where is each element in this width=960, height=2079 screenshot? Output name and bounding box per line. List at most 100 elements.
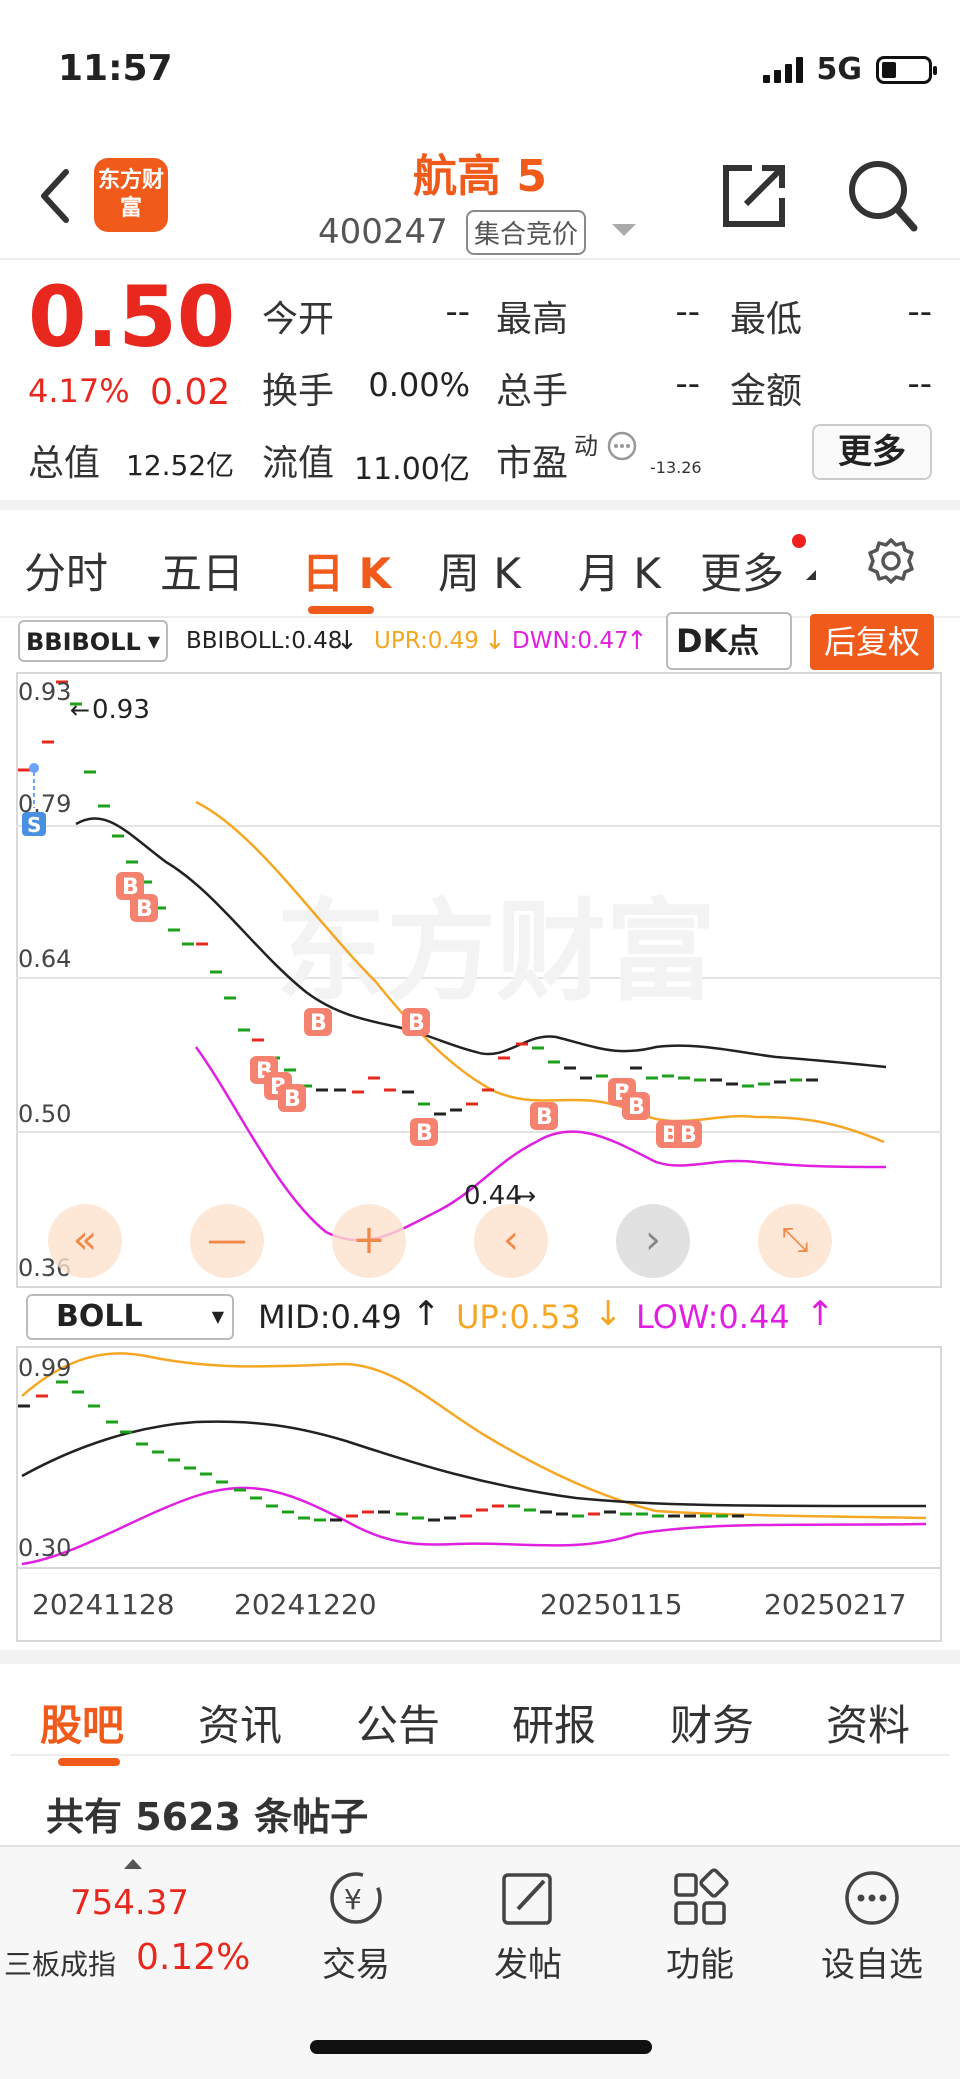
post-label: 发帖	[494, 1945, 562, 1985]
low-value: --	[907, 292, 932, 332]
amount-value: --	[907, 364, 932, 404]
tab-profile[interactable]: 资料	[826, 1701, 911, 1750]
x-label-1: 20241220	[234, 1588, 377, 1621]
share-icon[interactable]	[718, 160, 790, 232]
home-indicator	[310, 2040, 652, 2054]
upr-value: UPR:0.49	[374, 628, 479, 654]
status-indicators: 5G	[762, 52, 937, 87]
last-price: 0.50	[28, 268, 236, 366]
trading-phase-tag[interactable]: 集合竞价	[466, 210, 587, 255]
boll-chart[interactable]: 0.99 0.30 20241128 20241220 20250115 202…	[16, 1346, 942, 1642]
change-value: 0.02	[150, 372, 231, 413]
trade-icon: ¥	[330, 1872, 382, 1924]
high-arrow-icon: ←	[70, 696, 90, 724]
more-icon	[845, 1871, 899, 1925]
divider	[10, 1754, 950, 1756]
zoom-out-button[interactable]: —	[190, 1204, 264, 1278]
scroll-left-button[interactable]: ‹	[474, 1204, 548, 1278]
turnover-value: 0.00%	[368, 366, 470, 404]
post-button[interactable]: 发帖	[468, 1867, 588, 1986]
tab-weekly-k[interactable]: 周 K	[438, 549, 521, 598]
down-arrow-icon: ↓	[594, 1294, 623, 1334]
tab-monthly-k[interactable]: 月 K	[578, 549, 661, 598]
index-name: 三板成指	[4, 1948, 117, 1981]
tab-more[interactable]: 更多	[700, 549, 785, 598]
float-value-label: 流值	[262, 443, 335, 484]
amount-label: 金额	[730, 371, 803, 412]
edit-icon	[502, 1873, 552, 1925]
lower-band-line	[194, 1046, 887, 1242]
sub-indicator-name: BOLL	[56, 1299, 143, 1334]
sub-y-label-1: 0.30	[18, 1534, 71, 1562]
add-watchlist-button[interactable]: 设自选	[812, 1867, 932, 1986]
buy-marker	[304, 1008, 332, 1036]
scroll-right-button[interactable]: ›	[616, 1204, 690, 1278]
open-value: --	[445, 292, 470, 332]
functions-button[interactable]: 功能	[640, 1867, 760, 1986]
tab-forum[interactable]: 股吧	[40, 1701, 125, 1750]
tab-finance[interactable]: 财务	[670, 1701, 755, 1750]
corner-triangle-icon	[806, 570, 816, 580]
y-label-0: 0.93	[18, 678, 71, 706]
app-logo: 东方财富	[94, 158, 168, 232]
dk-point-button[interactable]: DK点	[666, 612, 792, 670]
sub-indicator-select[interactable]: BOLL ▼	[26, 1294, 234, 1340]
adjust-mode-button[interactable]: 后复权	[810, 614, 934, 670]
buy-marker	[130, 894, 158, 922]
tab-daily-k[interactable]: 日 K	[302, 549, 392, 598]
battery-icon	[876, 55, 937, 84]
tab-news[interactable]: 资讯	[198, 1701, 283, 1750]
boll-mid-value: MID:0.49	[258, 1298, 402, 1336]
dropdown-triangle-icon[interactable]	[610, 222, 638, 240]
volume-label: 总手	[496, 371, 569, 412]
back-icon[interactable]	[36, 166, 76, 226]
boll-lower-line	[21, 1486, 927, 1566]
total-value: 12.52亿	[126, 449, 235, 482]
notification-dot	[792, 534, 806, 548]
buy-marker-label: B	[284, 1087, 301, 1112]
low-label: 最低	[730, 299, 803, 340]
up-arrow-icon: ↑	[412, 1294, 441, 1334]
high-label: 最高	[496, 299, 569, 340]
trade-label: 交易	[322, 1945, 390, 1985]
bbiboll-value: BBIBOLL:0.48	[186, 628, 343, 654]
low-arrow-icon: →	[516, 1182, 536, 1210]
dk-label: DK点	[676, 622, 760, 660]
boll-up-value: UP:0.53	[456, 1298, 581, 1336]
watermark: 东方财富	[276, 888, 716, 1016]
tab-intraday[interactable]: 分时	[24, 549, 109, 598]
svg-text:¥: ¥	[344, 1883, 362, 1916]
tab-five-day[interactable]: 五日	[160, 549, 245, 598]
trade-button[interactable]: ¥ 交易	[296, 1867, 416, 1986]
zoom-in-button[interactable]: +	[332, 1204, 406, 1278]
tab-announcements[interactable]: 公告	[356, 1701, 441, 1750]
scroll-far-left-button[interactable]: «	[48, 1204, 122, 1278]
tab-research[interactable]: 研报	[512, 1701, 597, 1750]
search-icon[interactable]	[846, 158, 918, 234]
buy-marker-label: B	[310, 1011, 327, 1036]
post-count: 共有 5623 条帖子	[46, 1795, 369, 1839]
x-label-3: 20250217	[764, 1588, 907, 1621]
sell-marker-dot	[29, 763, 39, 773]
sub-y-label-0: 0.99	[18, 1354, 71, 1382]
change-percent: 4.17%	[28, 372, 130, 410]
indicator-select[interactable]: BBIBOLL ▼	[18, 620, 168, 662]
select-arrow-icon: ▼	[147, 632, 160, 651]
settings-gear-icon[interactable]	[866, 536, 916, 586]
buy-marker-label: B	[408, 1011, 425, 1036]
pe-value: -13.26	[650, 458, 702, 477]
buy-marker-label: B	[416, 1121, 433, 1146]
expand-up-icon[interactable]	[122, 1857, 144, 1871]
functions-label: 功能	[666, 1945, 734, 1985]
info-more-icon[interactable]	[606, 430, 638, 462]
period-tabs: 分时 五日 日 K 周 K 月 K 更多	[0, 500, 960, 618]
y-label-2: 0.64	[18, 945, 71, 973]
pe-label: 市盈	[496, 443, 569, 484]
fullscreen-icon[interactable]: ⤡	[758, 1204, 832, 1278]
more-quote-button[interactable]: 更多	[812, 424, 932, 480]
stock-code: 400247	[318, 212, 448, 252]
add-watchlist-label: 设自选	[821, 1945, 923, 1985]
signal-icon	[762, 56, 803, 83]
